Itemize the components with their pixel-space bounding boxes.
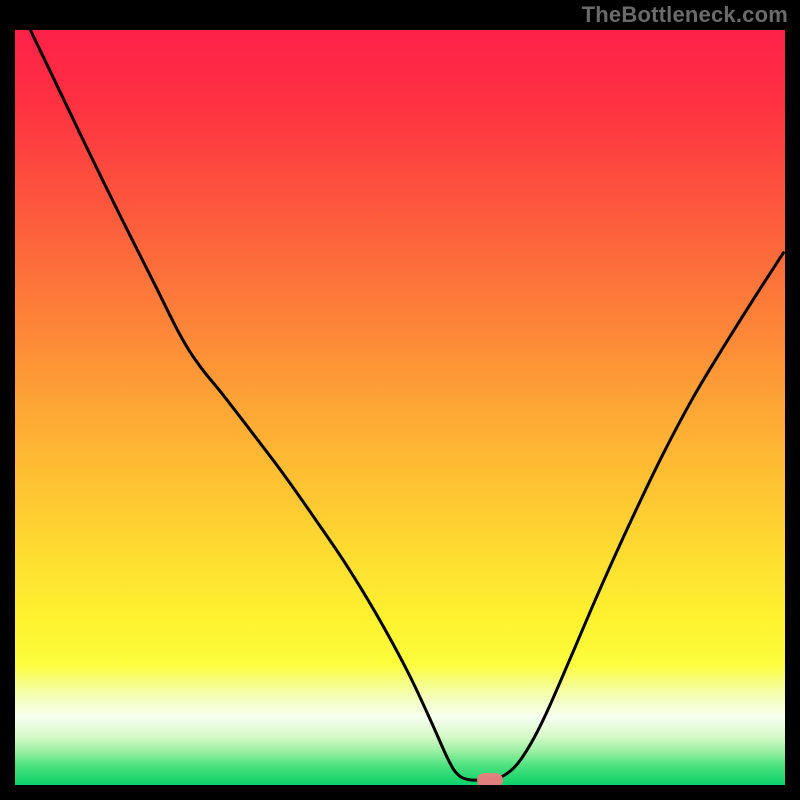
watermark-text: TheBottleneck.com xyxy=(582,2,788,28)
chart-frame: TheBottleneck.com xyxy=(0,0,800,800)
optimum-marker xyxy=(477,773,503,785)
chart-background xyxy=(15,30,785,785)
chart-svg xyxy=(15,30,785,785)
plot-area xyxy=(15,30,785,785)
